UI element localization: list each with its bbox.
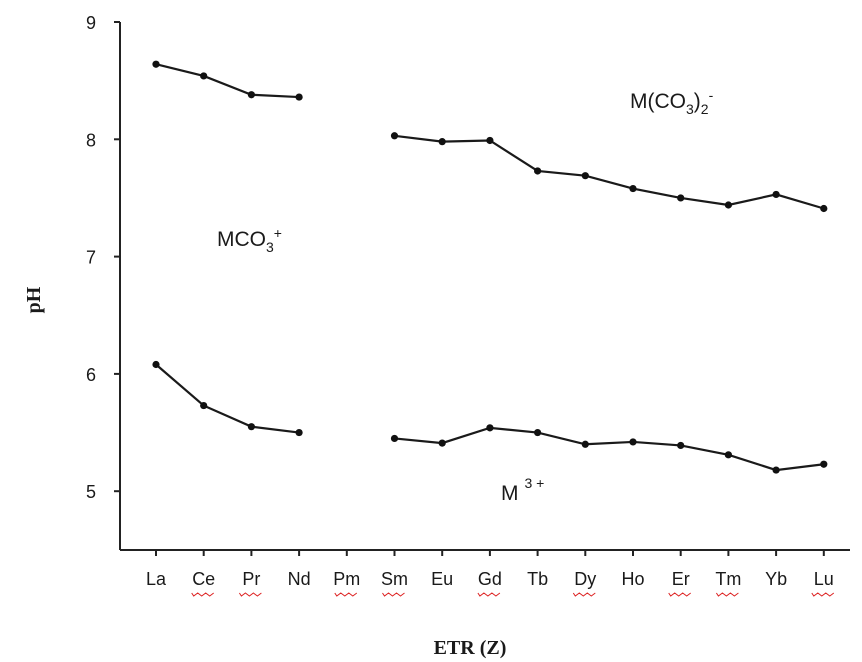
data-point (677, 194, 685, 202)
x-axis-label: ETR (Z) (434, 637, 507, 659)
x-tick-label: Ce (192, 569, 215, 589)
series-line-lower-right (394, 426, 824, 472)
spellcheck-underline (811, 592, 835, 597)
x-tick-label: Sm (381, 569, 408, 589)
data-point (486, 136, 494, 145)
y-axis: 5 6 7 8 9 (86, 13, 121, 550)
x-tick-label: Dy (574, 569, 596, 589)
data-point (486, 424, 494, 432)
x-tick-label: Eu (431, 569, 453, 589)
annotation-middle-region: MCO3+ (217, 225, 282, 255)
data-point (772, 190, 780, 199)
data-point (629, 184, 637, 193)
spellcheck-underline (477, 592, 501, 597)
series-line-upper-right (394, 134, 825, 210)
x-tick-label: Pm (333, 569, 360, 589)
data-point (295, 93, 303, 101)
data-point (438, 138, 446, 146)
data-point (200, 401, 208, 410)
data-point (820, 204, 828, 213)
data-points (152, 60, 828, 474)
spellcheck-underline (572, 592, 596, 597)
series-lines (155, 63, 825, 472)
spellcheck-underline (238, 592, 262, 597)
spellcheck-underline (668, 592, 691, 597)
data-point (390, 132, 399, 140)
series-line-upper-left (155, 63, 300, 99)
x-tick-label: Yb (765, 569, 787, 589)
data-point (152, 360, 160, 369)
data-point (247, 423, 255, 431)
data-point (724, 201, 733, 209)
x-tick-label: Er (672, 569, 690, 589)
data-point (152, 60, 160, 68)
data-point (534, 428, 542, 437)
x-tick-label: Ho (621, 569, 644, 589)
data-point (677, 441, 685, 450)
data-point (390, 434, 399, 443)
spellcheck-underline (191, 592, 214, 597)
x-tick-label: Gd (478, 569, 502, 589)
spellcheck-underline (715, 592, 739, 597)
data-point (820, 460, 828, 468)
x-axis: La Ce Pr Nd Pm Sm Eu Gd Tb Dy Ho Er Tm Yb Lu (120, 549, 850, 597)
y-tick-label: 5 (86, 482, 96, 502)
spellcheck-underline (382, 592, 405, 597)
data-point (534, 167, 542, 175)
x-tick-label: Pr (242, 569, 260, 589)
data-point (581, 440, 589, 448)
data-point (629, 438, 637, 446)
x-tick-label: Tb (527, 569, 548, 589)
data-point (247, 91, 255, 99)
y-tick-label: 8 (86, 130, 96, 150)
data-point (295, 428, 303, 437)
series-line-lower-left (155, 363, 300, 434)
x-tick-label: La (146, 569, 167, 589)
y-tick-label: 7 (86, 248, 96, 268)
annotation-upper-region: M(CO3)2- (630, 87, 714, 117)
data-point (200, 72, 208, 80)
spellcheck-underline (334, 592, 358, 597)
x-tick-label: Nd (288, 569, 311, 589)
data-point (581, 172, 589, 180)
data-point (772, 466, 780, 474)
y-axis-label: pH (23, 286, 45, 313)
data-point (724, 451, 733, 459)
x-tick-label: Lu (814, 569, 834, 589)
y-tick-label: 9 (86, 13, 96, 33)
y-tick-label: 6 (86, 365, 96, 385)
x-tick-label: Tm (715, 569, 741, 589)
data-point (438, 439, 446, 447)
